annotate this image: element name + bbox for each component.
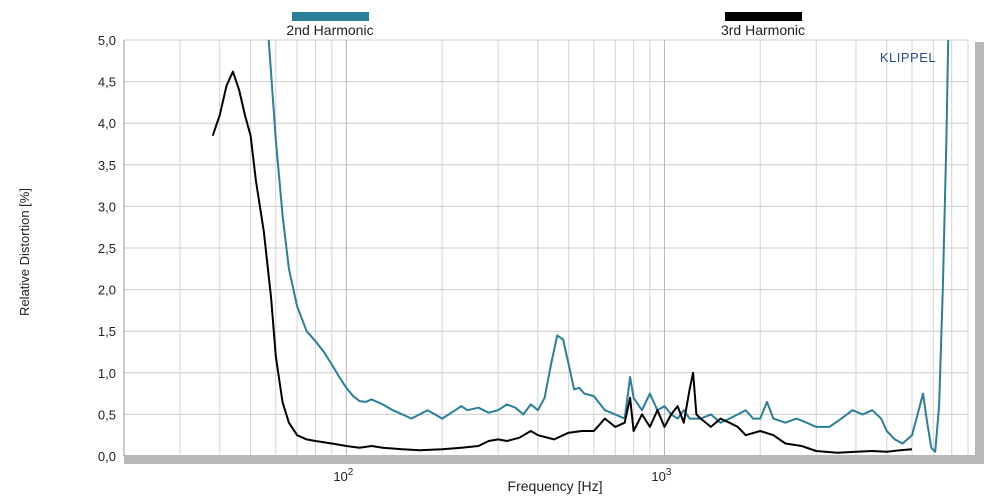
legend-label-3rd-harmonic: 3rd Harmonic xyxy=(721,22,805,38)
y-tick-label: 4,5 xyxy=(98,75,116,90)
y-tick-labels: 0,0 0,5 1,0 1,5 2,0 2,5 3,0 3,5 4,0 4,5 5,0 xyxy=(98,33,116,464)
y-tick-label: 0,5 xyxy=(98,407,116,422)
y-tick-label: 5,0 xyxy=(98,33,116,48)
y-tick-label: 0,0 xyxy=(98,449,116,464)
series-lines xyxy=(211,39,950,454)
legend-swatch-2nd-harmonic xyxy=(292,12,369,21)
y-tick-label: 2,0 xyxy=(98,283,116,298)
y-tick-label: 1,5 xyxy=(98,324,116,339)
x-axis-shadow xyxy=(124,455,976,464)
brand-logo-text: KLIPPEL xyxy=(880,50,936,65)
y-tick-label: 2,5 xyxy=(98,241,116,256)
series-line-3rd-harmonic xyxy=(211,70,913,454)
x-axis-title: Frequency [Hz] xyxy=(508,478,603,494)
y-tick-label: 3,5 xyxy=(98,158,116,173)
x-tick-label: 103 xyxy=(651,467,671,484)
series-line-2nd-harmonic xyxy=(267,39,950,453)
legend-swatch-3rd-harmonic xyxy=(725,12,802,21)
legend-label-2nd-harmonic: 2nd Harmonic xyxy=(286,22,373,38)
x-tick-label: 102 xyxy=(333,467,353,484)
y-tick-label: 4,0 xyxy=(98,116,116,131)
y-tick-label: 1,0 xyxy=(98,366,116,381)
y-axis-title: Relative Distortion [%] xyxy=(17,188,32,316)
y-axis-shadow-right xyxy=(975,42,984,464)
y-tick-label: 3,0 xyxy=(98,199,116,214)
x-tick-labels: 102 103 xyxy=(333,467,672,484)
